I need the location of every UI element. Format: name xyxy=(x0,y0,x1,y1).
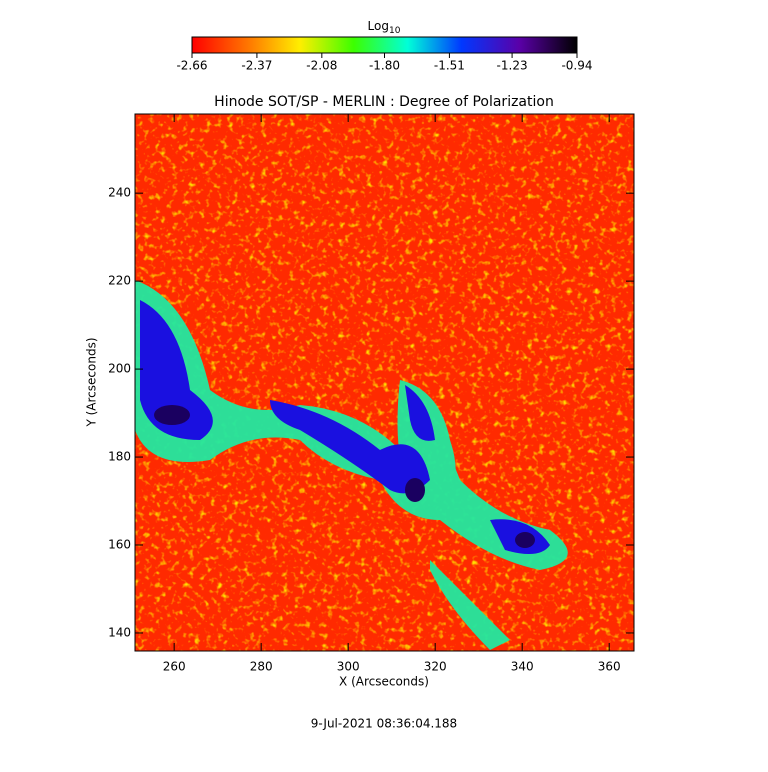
y-tick-label: 160 xyxy=(108,538,131,552)
x-tick-label: 360 xyxy=(598,660,621,674)
x-tick-label: 320 xyxy=(424,660,447,674)
x-tick-label: 300 xyxy=(337,660,360,674)
y-axis-label: Y (Arcseconds) xyxy=(85,337,99,427)
y-tick-label: 240 xyxy=(108,186,131,200)
map-image xyxy=(135,114,634,651)
x-axis-label: X (Arcseconds) xyxy=(339,675,429,689)
x-tick-label: 340 xyxy=(511,660,534,674)
y-tick-label: 180 xyxy=(108,450,131,464)
colorbar-tick-label: -1.51 xyxy=(434,59,465,73)
colorbar xyxy=(191,36,578,54)
chart-title: Hinode SOT/SP - MERLIN : Degree of Polar… xyxy=(214,94,554,110)
y-tick-label: 140 xyxy=(108,625,131,639)
colorbar-tick-label: -0.94 xyxy=(561,59,592,73)
footer: 9-Jul-2021 08:36:04.188 xyxy=(311,717,457,731)
colorbar-tick-label: -1.23 xyxy=(497,59,528,73)
colorbar-tick-label: -2.08 xyxy=(306,59,337,73)
plot-frame xyxy=(134,113,635,652)
y-tick-label: 200 xyxy=(108,362,131,376)
colorbar-tick-label: -1.80 xyxy=(369,59,400,73)
x-tick-label: 280 xyxy=(250,660,273,674)
colorbar-tick-label: -2.37 xyxy=(241,59,272,73)
x-tick-label: 260 xyxy=(163,660,186,674)
colorbar-tick-label: -2.66 xyxy=(176,59,207,73)
colorbar-label: Log10 xyxy=(368,19,401,36)
y-tick-label: 220 xyxy=(108,274,131,288)
